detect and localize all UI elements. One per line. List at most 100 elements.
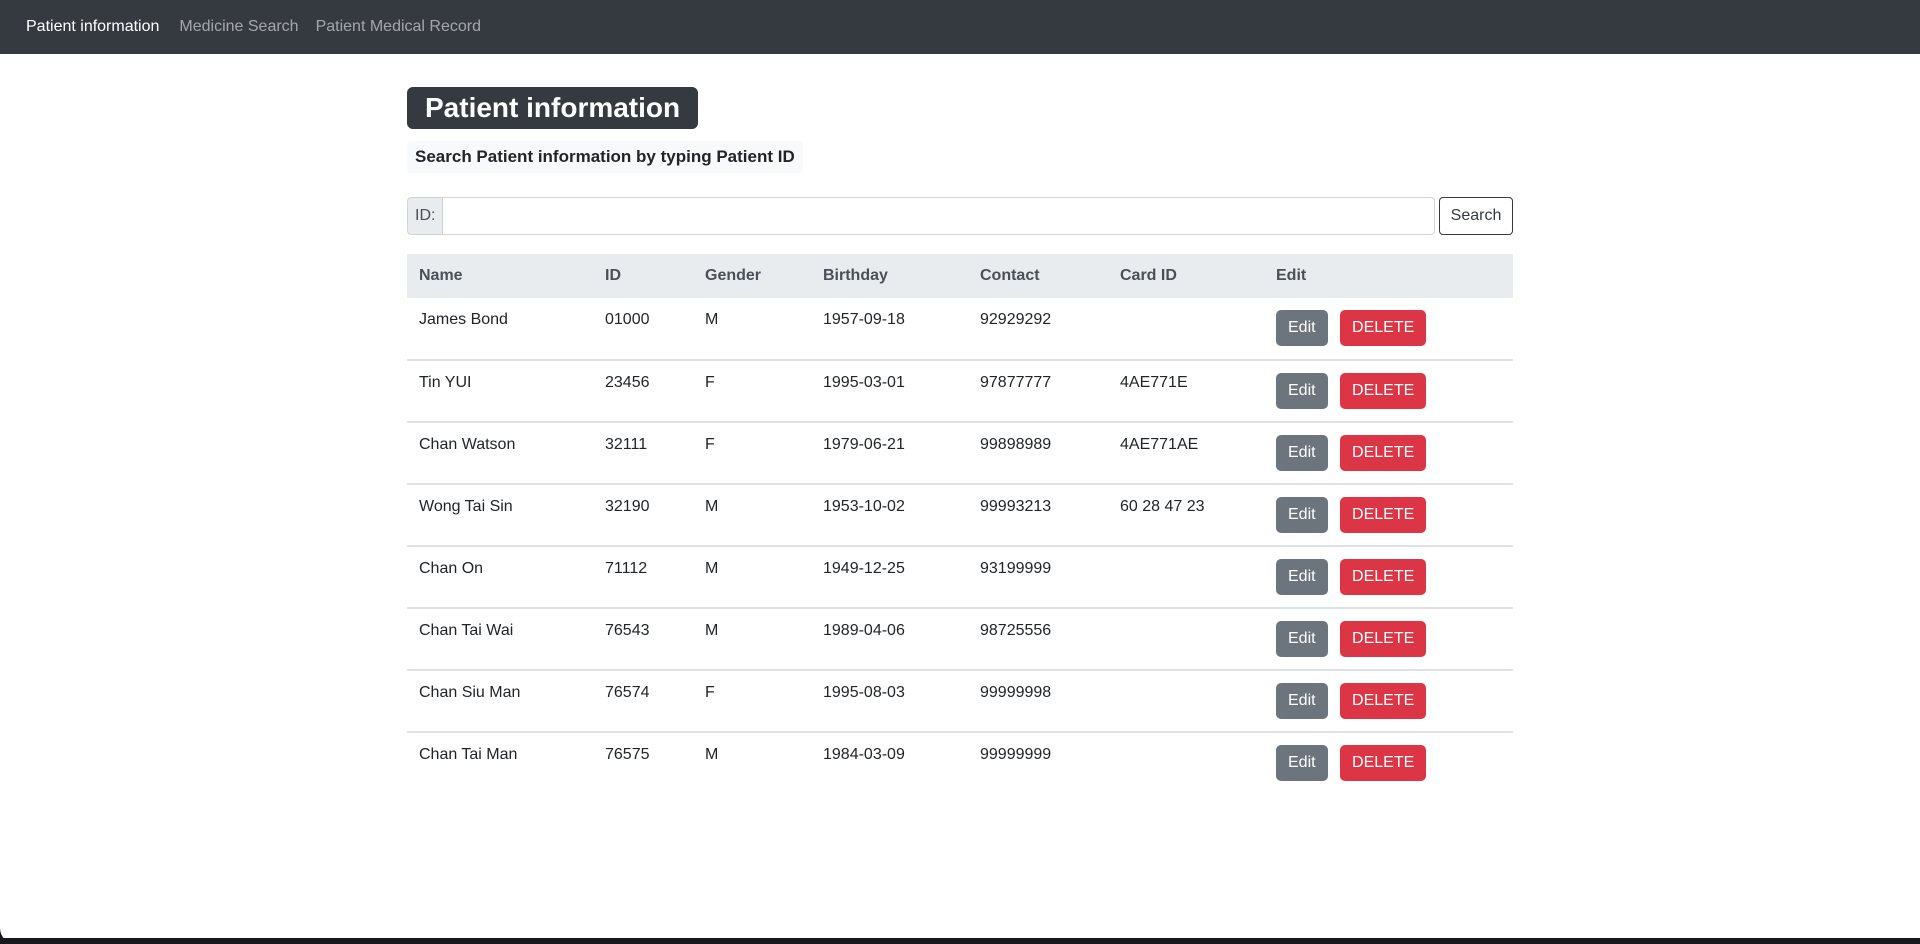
edit-button[interactable]: Edit bbox=[1276, 683, 1328, 719]
edit-button[interactable]: Edit bbox=[1276, 310, 1328, 346]
cell-name: Wong Tai Sin bbox=[419, 498, 513, 515]
cell-birthday: 1949-12-25 bbox=[823, 560, 905, 577]
table-row: Tin YUI 23456 F 1995-03-01 97877777 4AE7… bbox=[407, 360, 1513, 422]
cell-card-id bbox=[1108, 298, 1264, 360]
delete-button[interactable]: DELETE bbox=[1340, 745, 1427, 781]
bottom-bar bbox=[0, 938, 1920, 944]
cell-birthday: 1984-03-09 bbox=[823, 746, 905, 763]
cell-name: Chan Tai Wai bbox=[419, 622, 514, 639]
nav-item-patient-information[interactable]: Patient information bbox=[26, 18, 160, 35]
edit-button[interactable]: Edit bbox=[1276, 435, 1328, 471]
cell-gender: F bbox=[705, 374, 715, 391]
cell-gender: M bbox=[705, 560, 719, 577]
edit-button[interactable]: Edit bbox=[1276, 621, 1328, 657]
cell-contact: 99999998 bbox=[980, 684, 1052, 701]
cell-contact: 97877777 bbox=[980, 374, 1052, 391]
cell-gender: F bbox=[705, 684, 715, 701]
column-header-contact: Contact bbox=[968, 254, 1108, 298]
table-row: Chan On 71112 M 1949-12-25 93199999 Edit… bbox=[407, 546, 1513, 608]
cell-contact: 92929292 bbox=[980, 311, 1052, 328]
page-title: Patient information bbox=[407, 87, 699, 129]
cell-id: 32190 bbox=[605, 498, 650, 515]
delete-button[interactable]: DELETE bbox=[1340, 497, 1427, 533]
cell-contact: 93199999 bbox=[980, 560, 1052, 577]
column-header-name: Name bbox=[407, 254, 593, 298]
cell-id: 71112 bbox=[605, 560, 648, 577]
cell-actions: Edit DELETE bbox=[1264, 484, 1513, 546]
edit-button[interactable]: Edit bbox=[1276, 373, 1328, 409]
cell-id: 01000 bbox=[605, 311, 650, 328]
cell-birthday: 1953-10-02 bbox=[823, 498, 905, 515]
search-group: ID: Search bbox=[407, 197, 1513, 235]
cell-actions: Edit DELETE bbox=[1264, 732, 1513, 794]
cell-name: Chan Siu Man bbox=[419, 684, 521, 701]
nav-item-medicine-search[interactable]: Medicine Search bbox=[179, 18, 299, 35]
delete-button[interactable]: DELETE bbox=[1340, 310, 1427, 346]
navbar: Patient information Medicine Search Pati… bbox=[0, 0, 1920, 54]
search-button[interactable]: Search bbox=[1439, 197, 1513, 235]
cell-contact: 99898989 bbox=[980, 436, 1052, 453]
edit-button[interactable]: Edit bbox=[1276, 745, 1328, 781]
delete-button[interactable]: DELETE bbox=[1340, 373, 1427, 409]
table-row: Chan Tai Wai 76543 M 1989-04-06 98725556… bbox=[407, 608, 1513, 670]
cell-card-id bbox=[1108, 670, 1264, 732]
delete-button[interactable]: DELETE bbox=[1340, 559, 1427, 595]
cell-actions: Edit DELETE bbox=[1264, 608, 1513, 670]
column-header-edit: Edit bbox=[1264, 254, 1513, 298]
cell-actions: Edit DELETE bbox=[1264, 546, 1513, 608]
cell-id: 76543 bbox=[605, 622, 650, 639]
column-header-id: ID bbox=[593, 254, 693, 298]
cell-birthday: 1995-03-01 bbox=[823, 374, 905, 391]
cell-actions: Edit DELETE bbox=[1264, 360, 1513, 422]
table-row: Chan Tai Man 76575 M 1984-03-09 99999999… bbox=[407, 732, 1513, 794]
cell-gender: F bbox=[705, 436, 715, 453]
table-header-row: Name ID Gender Birthday Contact Card ID … bbox=[407, 254, 1513, 298]
column-header-gender: Gender bbox=[693, 254, 811, 298]
patient-table: Name ID Gender Birthday Contact Card ID … bbox=[407, 254, 1513, 794]
cell-contact: 99999999 bbox=[980, 746, 1052, 763]
column-header-card-id: Card ID bbox=[1108, 254, 1264, 298]
cell-name: Chan Tai Man bbox=[419, 746, 518, 763]
column-header-birthday: Birthday bbox=[811, 254, 968, 298]
nav-item-patient-medical-record[interactable]: Patient Medical Record bbox=[315, 18, 481, 35]
edit-button[interactable]: Edit bbox=[1276, 497, 1328, 533]
cell-card-id: 4AE771E bbox=[1120, 374, 1188, 391]
cell-id: 32111 bbox=[605, 436, 648, 453]
table-row: Chan Siu Man 76574 F 1995-08-03 99999998… bbox=[407, 670, 1513, 732]
cell-birthday: 1989-04-06 bbox=[823, 622, 905, 639]
cell-name: Chan On bbox=[419, 560, 484, 577]
cell-actions: Edit DELETE bbox=[1264, 298, 1513, 360]
cell-gender: M bbox=[705, 746, 719, 763]
delete-button[interactable]: DELETE bbox=[1340, 435, 1427, 471]
cell-card-id bbox=[1108, 546, 1264, 608]
cell-birthday: 1995-08-03 bbox=[823, 684, 905, 701]
main-content: Patient information Search Patient infor… bbox=[407, 87, 1513, 794]
cell-contact: 98725556 bbox=[980, 622, 1052, 639]
edit-button[interactable]: Edit bbox=[1276, 559, 1328, 595]
cell-card-id: 60 28 47 23 bbox=[1120, 498, 1205, 515]
id-label: ID: bbox=[407, 197, 444, 235]
table-row: James Bond 01000 M 1957-09-18 92929292 E… bbox=[407, 298, 1513, 360]
cell-id: 76575 bbox=[605, 746, 650, 763]
cell-contact: 99993213 bbox=[980, 498, 1052, 515]
patient-id-input[interactable] bbox=[443, 197, 1435, 235]
cell-birthday: 1979-06-21 bbox=[823, 436, 905, 453]
cell-name: Chan Watson bbox=[419, 436, 516, 453]
cell-name: Tin YUI bbox=[419, 374, 472, 391]
cell-card-id bbox=[1108, 608, 1264, 670]
cell-card-id: 4AE771AE bbox=[1120, 436, 1199, 453]
page-subtitle: Search Patient information by typing Pat… bbox=[407, 141, 803, 173]
cell-name: James Bond bbox=[419, 311, 508, 328]
delete-button[interactable]: DELETE bbox=[1340, 683, 1427, 719]
cell-card-id bbox=[1108, 732, 1264, 794]
cell-actions: Edit DELETE bbox=[1264, 422, 1513, 484]
cell-id: 76574 bbox=[605, 684, 650, 701]
delete-button[interactable]: DELETE bbox=[1340, 621, 1427, 657]
cell-actions: Edit DELETE bbox=[1264, 670, 1513, 732]
cell-gender: M bbox=[705, 311, 719, 328]
cell-gender: M bbox=[705, 498, 719, 515]
cell-birthday: 1957-09-18 bbox=[823, 311, 905, 328]
table-row: Chan Watson 32111 F 1979-06-21 99898989 … bbox=[407, 422, 1513, 484]
cell-id: 23456 bbox=[605, 374, 650, 391]
cell-gender: M bbox=[705, 622, 719, 639]
